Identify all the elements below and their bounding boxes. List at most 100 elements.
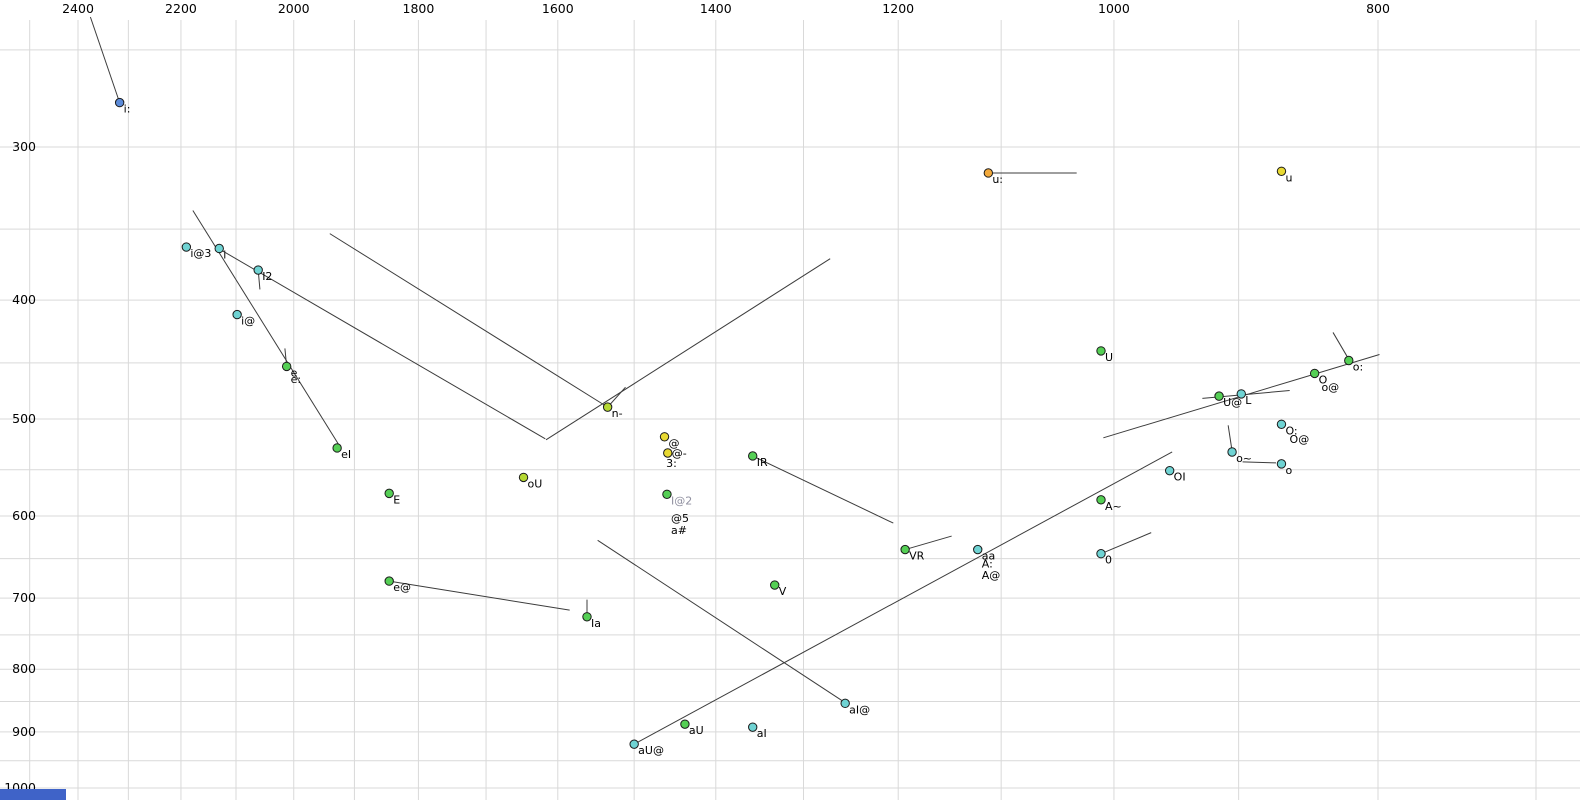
point-label: o@ [1321,381,1339,394]
data-point [1309,368,1320,379]
point-label: A~ [1105,500,1122,513]
y-axis-tick-label: 300 [12,139,36,154]
data-point [659,432,670,442]
data-point [1214,391,1224,401]
point-label: a# [671,524,687,537]
trajectory-line [1332,332,1350,360]
point-label: IR [757,456,768,469]
point-label: O@ [1290,433,1310,446]
point-label: i@ [241,315,255,328]
y-axis-tick-label: 800 [12,661,36,676]
data-point [1236,389,1246,399]
data-point [518,472,529,483]
data-point [1096,346,1106,356]
point-label: 0 [1105,554,1112,567]
point-label: e [291,366,298,379]
point-label: @ [669,437,680,450]
point-label: e@ [393,581,411,594]
trajectory-line [752,455,894,524]
point-label: u [1285,171,1292,184]
point-label: O: [1285,424,1297,437]
data-point [1344,355,1354,366]
point-label: L [1245,394,1252,407]
data-point [384,488,394,499]
data-point [900,544,910,555]
point-label: @- [672,447,687,460]
data-point [748,451,758,461]
point-label: O [1319,373,1328,386]
trajectory-line [389,580,570,611]
point-label: U@ [1223,396,1242,409]
x-axis-tick-label: 1400 [700,1,732,16]
y-axis-tick-label: 900 [12,724,36,739]
data-point [1164,465,1175,476]
point-label: i@3 [190,247,211,260]
trajectory-line [329,233,608,408]
point-label: eI [341,448,351,461]
point-label: i [223,248,226,261]
point-label: aU@ [638,744,664,757]
point-label: VR [909,550,925,563]
data-point [384,576,394,586]
trajectory-line [904,535,952,551]
point-label: o [1285,464,1292,477]
y-axis-tick-label: 600 [12,508,36,523]
point-label: @5 [671,512,689,525]
data-point [1276,459,1287,469]
data-point [253,265,263,275]
data-point [770,580,780,590]
point-label: i: [124,103,131,116]
trajectory-line [1227,425,1233,452]
x-axis-tick-label: 1800 [403,1,435,16]
point-label: I2 [262,270,272,283]
data-point [232,309,242,320]
trajectory-line [1100,532,1152,555]
trajectory-line [89,16,121,103]
data-point [1276,419,1287,429]
y-axis-tick-label: 500 [12,411,36,426]
data-point [663,448,673,458]
point-label: E [393,493,400,506]
data-point [1096,549,1106,559]
data-point [973,544,983,555]
trajectory-line [192,210,341,447]
bottom-left-artifact [0,789,66,800]
point-label: n- [612,407,623,420]
x-axis-tick-label: 1200 [882,1,914,16]
point-label: aU [689,724,704,737]
point-label: aI@ [849,703,870,716]
point-label: 3: [666,457,677,470]
point-label: V [779,585,787,598]
data-point [582,612,592,622]
data-point [1276,166,1287,176]
data-point [748,722,758,732]
data-point [332,443,342,453]
y-axis-tick-label: 400 [12,292,36,307]
x-axis-tick-label: 1600 [542,1,574,16]
trajectory-line [220,249,546,440]
data-point [114,97,125,108]
trajectory-line [633,451,1173,745]
point-label: Ia [591,617,601,630]
point-label: OI [1174,471,1186,484]
point-label: A: [982,558,993,571]
point-label: A@ [982,569,1001,582]
data-point [602,402,613,412]
trajectory-line [545,258,831,441]
data-point [840,698,850,709]
data-point [214,243,224,254]
y-axis-tick-label: 700 [12,590,36,605]
x-axis-tick-label: 2200 [165,1,197,16]
x-axis-tick-label: 800 [1366,1,1390,16]
point-label: o~ [1236,452,1252,465]
x-axis-tick-label: 2000 [278,1,310,16]
data-point [983,168,994,178]
trajectory-line [1242,461,1277,464]
point-label: oU [528,477,543,490]
x-axis-tick-label: 2400 [62,1,94,16]
data-point [662,489,672,500]
point-label: aa [982,550,995,563]
data-point [629,739,639,749]
data-point [680,719,690,729]
data-point [1096,495,1106,505]
